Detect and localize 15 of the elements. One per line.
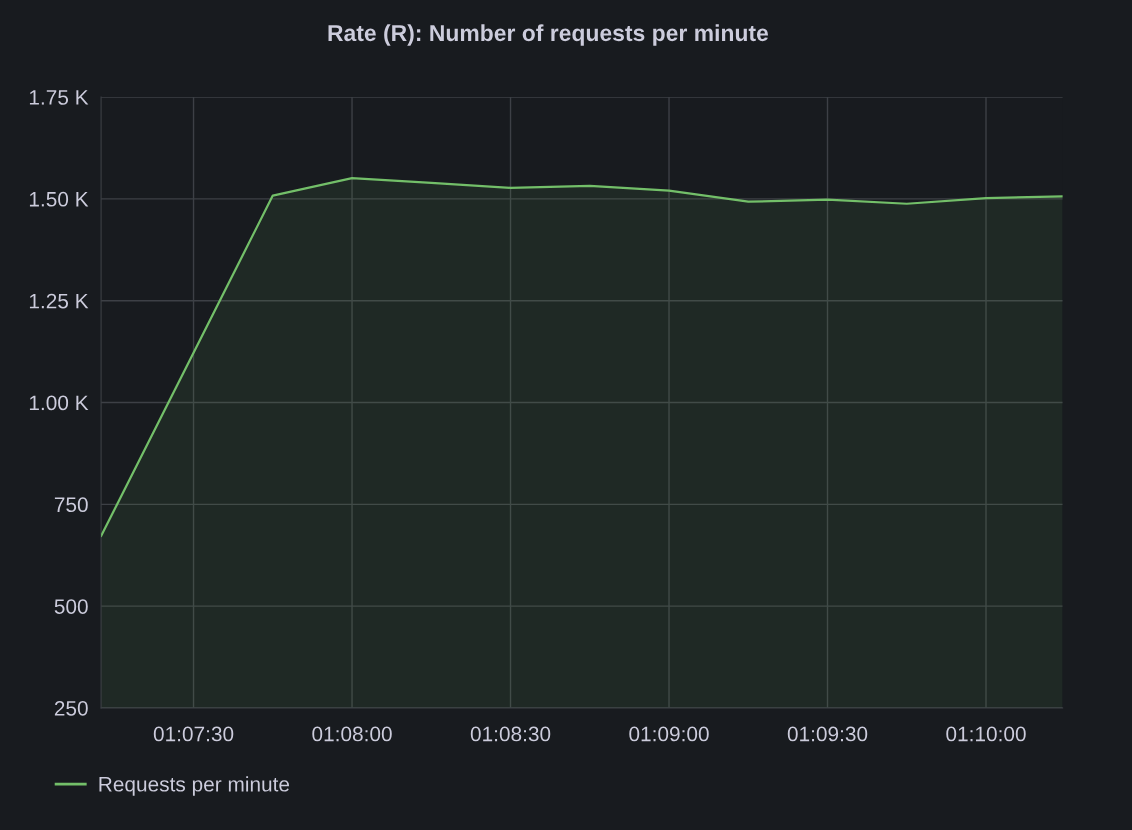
x-tick-label: 01:07:30 [153, 726, 234, 742]
x-tick-label: 01:08:00 [312, 726, 392, 742]
y-tick-label: 250 [54, 700, 88, 716]
y-tick-label: 500 [54, 599, 88, 614]
y-tick-label: 750 [54, 497, 88, 513]
y-tick-label: 1.50 K [29, 191, 89, 207]
x-tick-label: 01:09:00 [629, 726, 709, 742]
y-tick-label: 1.00 K [29, 395, 89, 411]
y-tick-label: 1.25 K [29, 293, 89, 309]
x-tick-label: 01:08:30 [470, 726, 551, 742]
legend-label: Requests per minute [99, 776, 290, 796]
y-tick-label: 1.75 K [29, 90, 89, 105]
x-tick-label: 01:10:00 [946, 726, 1026, 742]
chart-title: Rate (R): Number of requests per minute [328, 24, 769, 46]
x-tick-label: 01:09:30 [787, 726, 868, 742]
